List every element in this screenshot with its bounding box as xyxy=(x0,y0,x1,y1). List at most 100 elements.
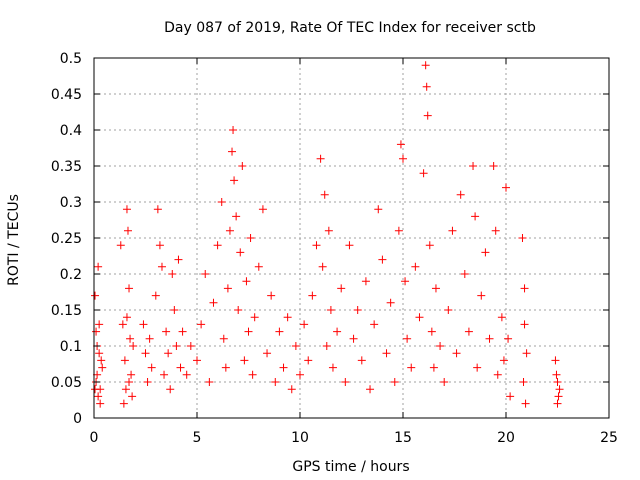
data-point xyxy=(209,298,218,307)
data-point xyxy=(174,255,183,264)
data-point xyxy=(157,262,166,271)
data-point xyxy=(521,399,530,408)
data-point xyxy=(553,399,562,408)
data-point xyxy=(506,392,515,401)
x-tick-label: 15 xyxy=(394,430,412,446)
data-point xyxy=(172,342,181,350)
data-point xyxy=(401,277,410,286)
data-point xyxy=(493,370,502,379)
data-point xyxy=(431,284,440,293)
data-point xyxy=(374,205,383,214)
data-point xyxy=(91,385,100,394)
data-point xyxy=(287,385,296,394)
y-tick-label: 0.2 xyxy=(60,267,82,283)
data-point xyxy=(366,385,375,394)
data-point xyxy=(128,392,137,401)
y-tick-label: 0.35 xyxy=(51,159,82,175)
data-point xyxy=(394,226,403,235)
x-axis: 0 5 10 15 20 25 xyxy=(90,58,618,446)
data-point xyxy=(349,334,358,343)
data-point xyxy=(119,399,128,408)
data-point xyxy=(386,298,395,307)
y-tick-label: 0.1 xyxy=(60,339,82,355)
x-tick-label: 0 xyxy=(90,430,99,446)
x-tick-label: 10 xyxy=(291,430,309,446)
y-tick-label: 0.25 xyxy=(51,231,82,247)
data-point xyxy=(98,363,107,372)
data-point xyxy=(473,363,482,372)
data-point xyxy=(126,334,135,343)
data-point xyxy=(125,284,134,293)
data-point xyxy=(491,226,500,235)
data-point xyxy=(230,176,239,185)
data-point xyxy=(464,327,473,336)
data-point xyxy=(407,363,416,372)
data-point xyxy=(477,291,486,300)
data-point xyxy=(205,378,214,386)
data-point xyxy=(244,327,253,336)
data-point xyxy=(248,370,257,379)
data-point xyxy=(308,291,317,300)
data-point xyxy=(421,61,430,70)
data-point xyxy=(225,226,234,235)
y-axis-label: ROTI / TECUs xyxy=(6,194,22,286)
data-point xyxy=(95,349,104,358)
data-point xyxy=(520,320,529,329)
data-point xyxy=(94,262,103,271)
data-point xyxy=(279,363,288,372)
data-point xyxy=(456,190,465,199)
data-point xyxy=(429,363,438,372)
data-point xyxy=(415,313,424,322)
data-point xyxy=(116,241,125,250)
data-point xyxy=(236,248,245,257)
data-point xyxy=(123,226,132,235)
data-point xyxy=(164,349,173,358)
data-point xyxy=(219,334,228,343)
data-point xyxy=(444,306,453,314)
data-point xyxy=(151,291,160,300)
y-tick-label: 0.3 xyxy=(60,195,82,211)
data-point xyxy=(127,370,136,379)
data-point xyxy=(221,363,230,372)
data-point xyxy=(182,370,191,379)
data-point xyxy=(234,306,243,314)
data-point xyxy=(353,306,362,314)
data-point xyxy=(95,320,104,329)
data-point xyxy=(91,291,100,300)
data-point xyxy=(337,284,346,293)
data-point xyxy=(361,277,370,286)
data-point xyxy=(229,126,238,134)
data-point xyxy=(275,327,284,336)
grid-lines xyxy=(94,58,609,418)
data-point xyxy=(518,234,527,242)
data-point xyxy=(436,342,445,350)
data-point xyxy=(553,378,562,386)
data-point xyxy=(555,385,564,394)
data-points xyxy=(91,61,564,408)
data-point xyxy=(271,378,280,386)
data-point xyxy=(232,212,241,221)
data-point xyxy=(333,327,342,336)
data-point xyxy=(246,234,255,242)
data-point xyxy=(96,399,105,408)
data-point xyxy=(440,378,449,386)
data-point xyxy=(143,378,152,386)
data-point xyxy=(240,356,249,365)
data-point xyxy=(499,356,508,365)
data-point xyxy=(396,140,405,149)
data-point xyxy=(399,154,407,163)
y-tick-label: 0.15 xyxy=(51,303,82,319)
data-point xyxy=(155,241,164,250)
data-point xyxy=(283,313,292,322)
y-tick-label: 0.45 xyxy=(51,87,82,103)
data-point xyxy=(160,370,169,379)
data-point xyxy=(552,370,561,379)
y-tick-label: 0.5 xyxy=(60,51,82,67)
data-point xyxy=(97,356,106,365)
data-point xyxy=(178,327,187,336)
data-point xyxy=(522,349,531,358)
x-tick-label: 20 xyxy=(497,430,515,446)
x-tick-label: 25 xyxy=(600,430,618,446)
data-point xyxy=(489,162,498,170)
